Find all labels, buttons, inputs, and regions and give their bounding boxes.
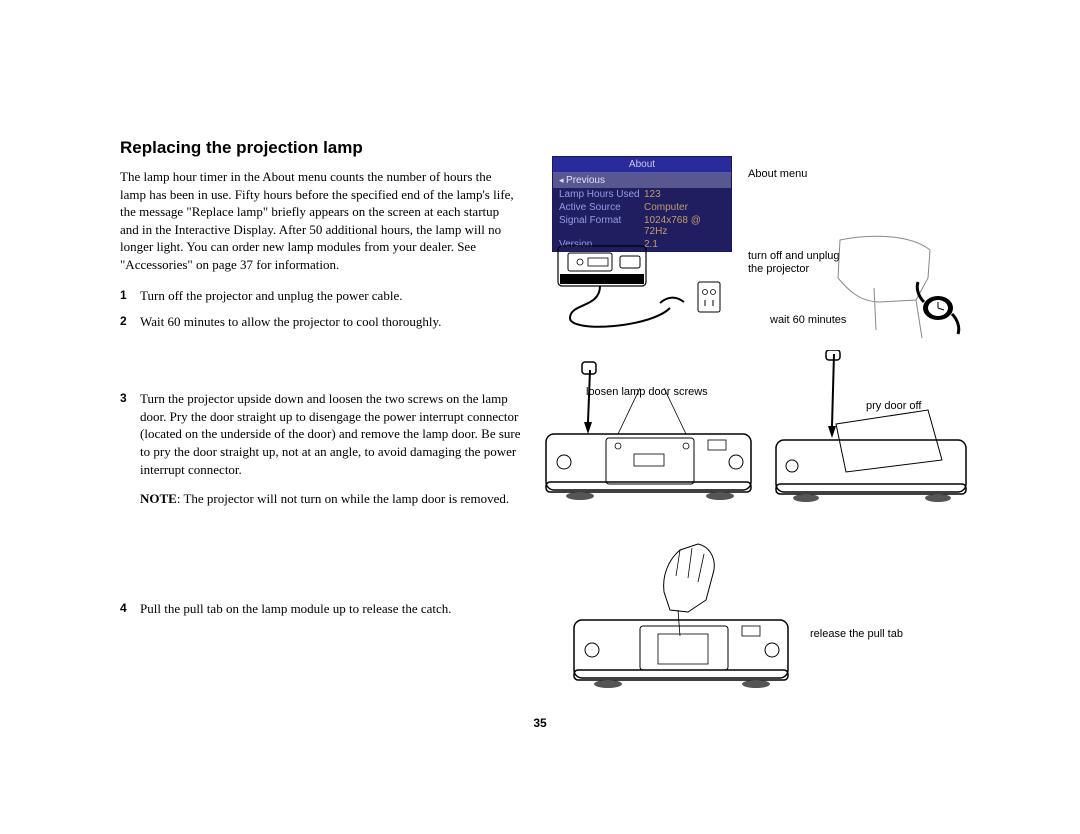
- wait-illustration: [820, 230, 970, 350]
- pry-illustration: [772, 350, 972, 510]
- step-text: Turn the projector upside down and loose…: [140, 391, 521, 476]
- loosen-illustration: [540, 360, 760, 510]
- note-label: NOTE: [140, 491, 177, 506]
- step-1: 1 Turn off the projector and unplug the …: [120, 287, 530, 305]
- step-number: 4: [120, 600, 127, 616]
- about-row: Active SourceComputer: [553, 201, 731, 214]
- step-number: 2: [120, 313, 127, 329]
- step-text: Turn off the projector and unplug the po…: [140, 288, 402, 303]
- intro-paragraph: The lamp hour timer in the About menu co…: [120, 168, 520, 273]
- caption-wait: wait 60 minutes: [770, 314, 846, 326]
- caption-loosen: loosen lamp door screws: [586, 386, 708, 398]
- about-row: Signal Format1024x768 @ 72Hz: [553, 214, 731, 238]
- unplug-illustration: [550, 238, 730, 338]
- note-text: : The projector will not turn on while t…: [177, 491, 509, 506]
- step-3: 3 Turn the projector upside down and loo…: [120, 390, 530, 478]
- about-menu-previous: Previous: [553, 173, 731, 188]
- step-text: Wait 60 minutes to allow the projector t…: [140, 314, 441, 329]
- about-row: Lamp Hours Used123: [553, 188, 731, 201]
- step-2: 2 Wait 60 minutes to allow the projector…: [120, 313, 530, 331]
- step-text: Pull the pull tab on the lamp module up …: [140, 601, 452, 616]
- caption-unplug-2: the projector: [748, 263, 809, 275]
- note: NOTE: The projector will not turn on whi…: [120, 490, 530, 508]
- caption-pry: pry door off: [866, 400, 921, 412]
- about-menu-header: About: [553, 157, 731, 173]
- step-number: 3: [120, 390, 127, 406]
- step-number: 1: [120, 287, 127, 303]
- caption-about: About menu: [748, 168, 807, 180]
- step-4: 4 Pull the pull tab on the lamp module u…: [120, 600, 530, 618]
- caption-release: release the pull tab: [810, 628, 903, 640]
- page-title: Replacing the projection lamp: [120, 138, 960, 158]
- release-illustration: [568, 540, 798, 700]
- page-number: 35: [0, 716, 1080, 730]
